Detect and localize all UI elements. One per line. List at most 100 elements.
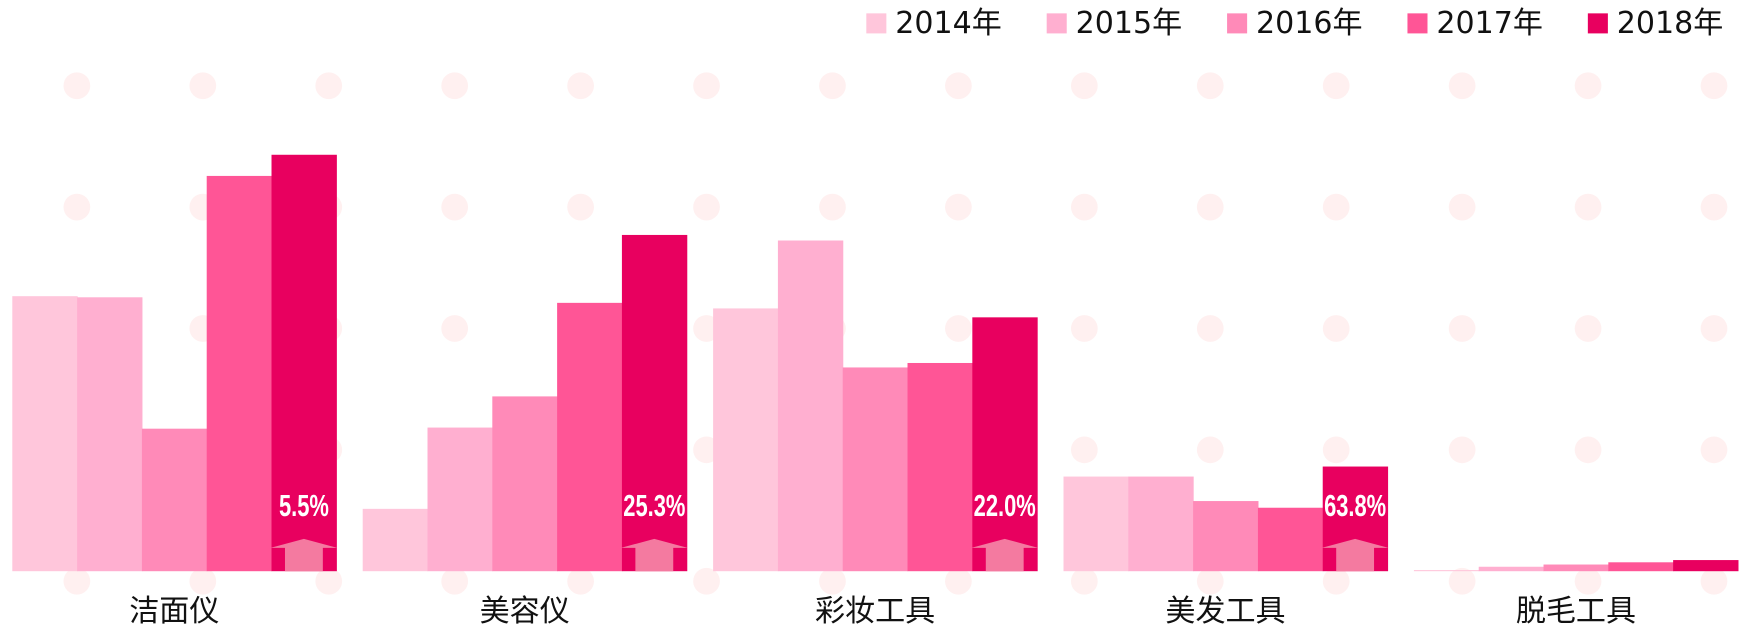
background-dot	[1574, 193, 1602, 221]
legend-label: 2016年	[1256, 6, 1363, 41]
bar	[1673, 560, 1739, 572]
background-dot	[819, 72, 846, 100]
background-dot	[693, 193, 720, 221]
background-dot	[567, 72, 594, 100]
growth-arrow	[971, 538, 1039, 572]
background-dot	[567, 193, 594, 221]
growth-label: 25.3%	[623, 488, 685, 523]
background-dot	[1070, 436, 1098, 464]
background-dot	[441, 315, 469, 342]
bar	[1608, 562, 1674, 572]
bar	[141, 428, 208, 572]
background-dot	[1574, 567, 1602, 595]
bar	[1257, 507, 1324, 572]
legend-label: 2018年	[1617, 6, 1724, 41]
legend-swatch	[1587, 13, 1608, 34]
background-dot	[63, 193, 91, 221]
background-dot	[945, 315, 972, 342]
x-tick-label: 彩妆工具	[815, 594, 935, 629]
background-dot	[1322, 436, 1350, 464]
background-dot	[441, 193, 469, 221]
growth-label: 22.0%	[974, 488, 1036, 523]
background-dot	[693, 72, 720, 100]
x-tick-label: 洁面仪	[129, 594, 219, 629]
background-dot	[441, 72, 469, 100]
background-dot	[1070, 567, 1098, 595]
background-dot	[1700, 567, 1728, 595]
growth-arrow	[1321, 538, 1389, 572]
background-dot	[1070, 193, 1098, 221]
background-dot	[1574, 315, 1602, 342]
background-dot	[1574, 436, 1602, 464]
legend-swatch	[1046, 13, 1067, 34]
growth-label: 63.8%	[1324, 488, 1386, 523]
background-dot	[1448, 193, 1476, 221]
background-dot	[1322, 193, 1350, 221]
background-dot	[1070, 72, 1098, 100]
legend-label: 2017年	[1436, 6, 1543, 41]
background-dot	[945, 567, 972, 595]
bar	[1543, 564, 1609, 572]
bar	[206, 175, 273, 572]
x-tick-label: 美容仪	[480, 594, 570, 629]
background-dot	[945, 193, 972, 221]
background-dot	[1196, 436, 1224, 464]
background-dot	[63, 567, 91, 595]
bar	[271, 154, 337, 572]
background-dot	[1448, 72, 1476, 100]
legend-swatch	[1407, 13, 1428, 34]
background-dot	[1070, 315, 1098, 342]
bar	[621, 234, 688, 572]
x-tick-label: 脱毛工具	[1516, 594, 1636, 629]
background-dot	[1196, 72, 1224, 100]
growth-label: 5.5%	[279, 488, 329, 523]
bar	[12, 296, 78, 572]
legend-swatch	[1227, 13, 1248, 34]
bar	[492, 396, 558, 572]
x-tick-label: 美发工具	[1165, 594, 1285, 629]
background-dot	[1322, 567, 1350, 595]
bar	[427, 427, 493, 572]
bar	[1413, 570, 1480, 572]
background-dot	[1322, 72, 1350, 100]
background-dot	[945, 72, 972, 100]
background-dot	[315, 72, 343, 100]
background-dot	[567, 567, 594, 595]
background-dot	[1700, 436, 1728, 464]
bar	[842, 367, 909, 572]
background-dot	[819, 567, 846, 595]
background-dot	[63, 72, 91, 100]
bar	[557, 302, 623, 572]
legend-label: 2015年	[1076, 6, 1183, 41]
bar	[1063, 476, 1129, 572]
background-dot	[1700, 193, 1728, 221]
background-dot	[1448, 315, 1476, 342]
growth-arrow	[270, 538, 338, 572]
bar	[1128, 476, 1194, 572]
background-dot	[693, 567, 720, 595]
bar	[777, 240, 844, 572]
background-dot	[1700, 72, 1728, 100]
background-dot	[819, 193, 846, 221]
background-dot	[315, 567, 343, 595]
background-dot	[1196, 315, 1224, 342]
background-dot	[1448, 436, 1476, 464]
background-dot	[189, 567, 217, 595]
background-dot	[441, 567, 469, 595]
background-dot	[1700, 315, 1728, 342]
background-dot	[1448, 567, 1476, 595]
background-dot	[1196, 193, 1224, 221]
bar	[907, 362, 973, 572]
bar	[713, 308, 779, 572]
bar	[972, 317, 1038, 572]
bar	[1193, 501, 1259, 572]
bar	[362, 508, 429, 572]
growth-arrow	[620, 538, 688, 572]
background-dot	[189, 72, 217, 100]
legend-label: 2014年	[895, 6, 1002, 41]
bar	[1478, 566, 1545, 572]
legend-swatch	[866, 13, 887, 34]
background-dot	[1196, 567, 1224, 595]
bar	[77, 297, 143, 572]
